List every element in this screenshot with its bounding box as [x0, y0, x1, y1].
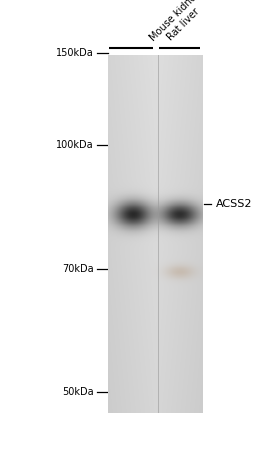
Text: 100kDa: 100kDa	[56, 140, 93, 150]
Text: Mouse kidney: Mouse kidney	[148, 0, 203, 43]
Text: 70kDa: 70kDa	[62, 263, 93, 274]
Text: Rat liver: Rat liver	[165, 7, 201, 43]
Text: 50kDa: 50kDa	[62, 387, 93, 397]
Text: ACSS2: ACSS2	[216, 199, 253, 209]
Text: 150kDa: 150kDa	[56, 48, 93, 58]
